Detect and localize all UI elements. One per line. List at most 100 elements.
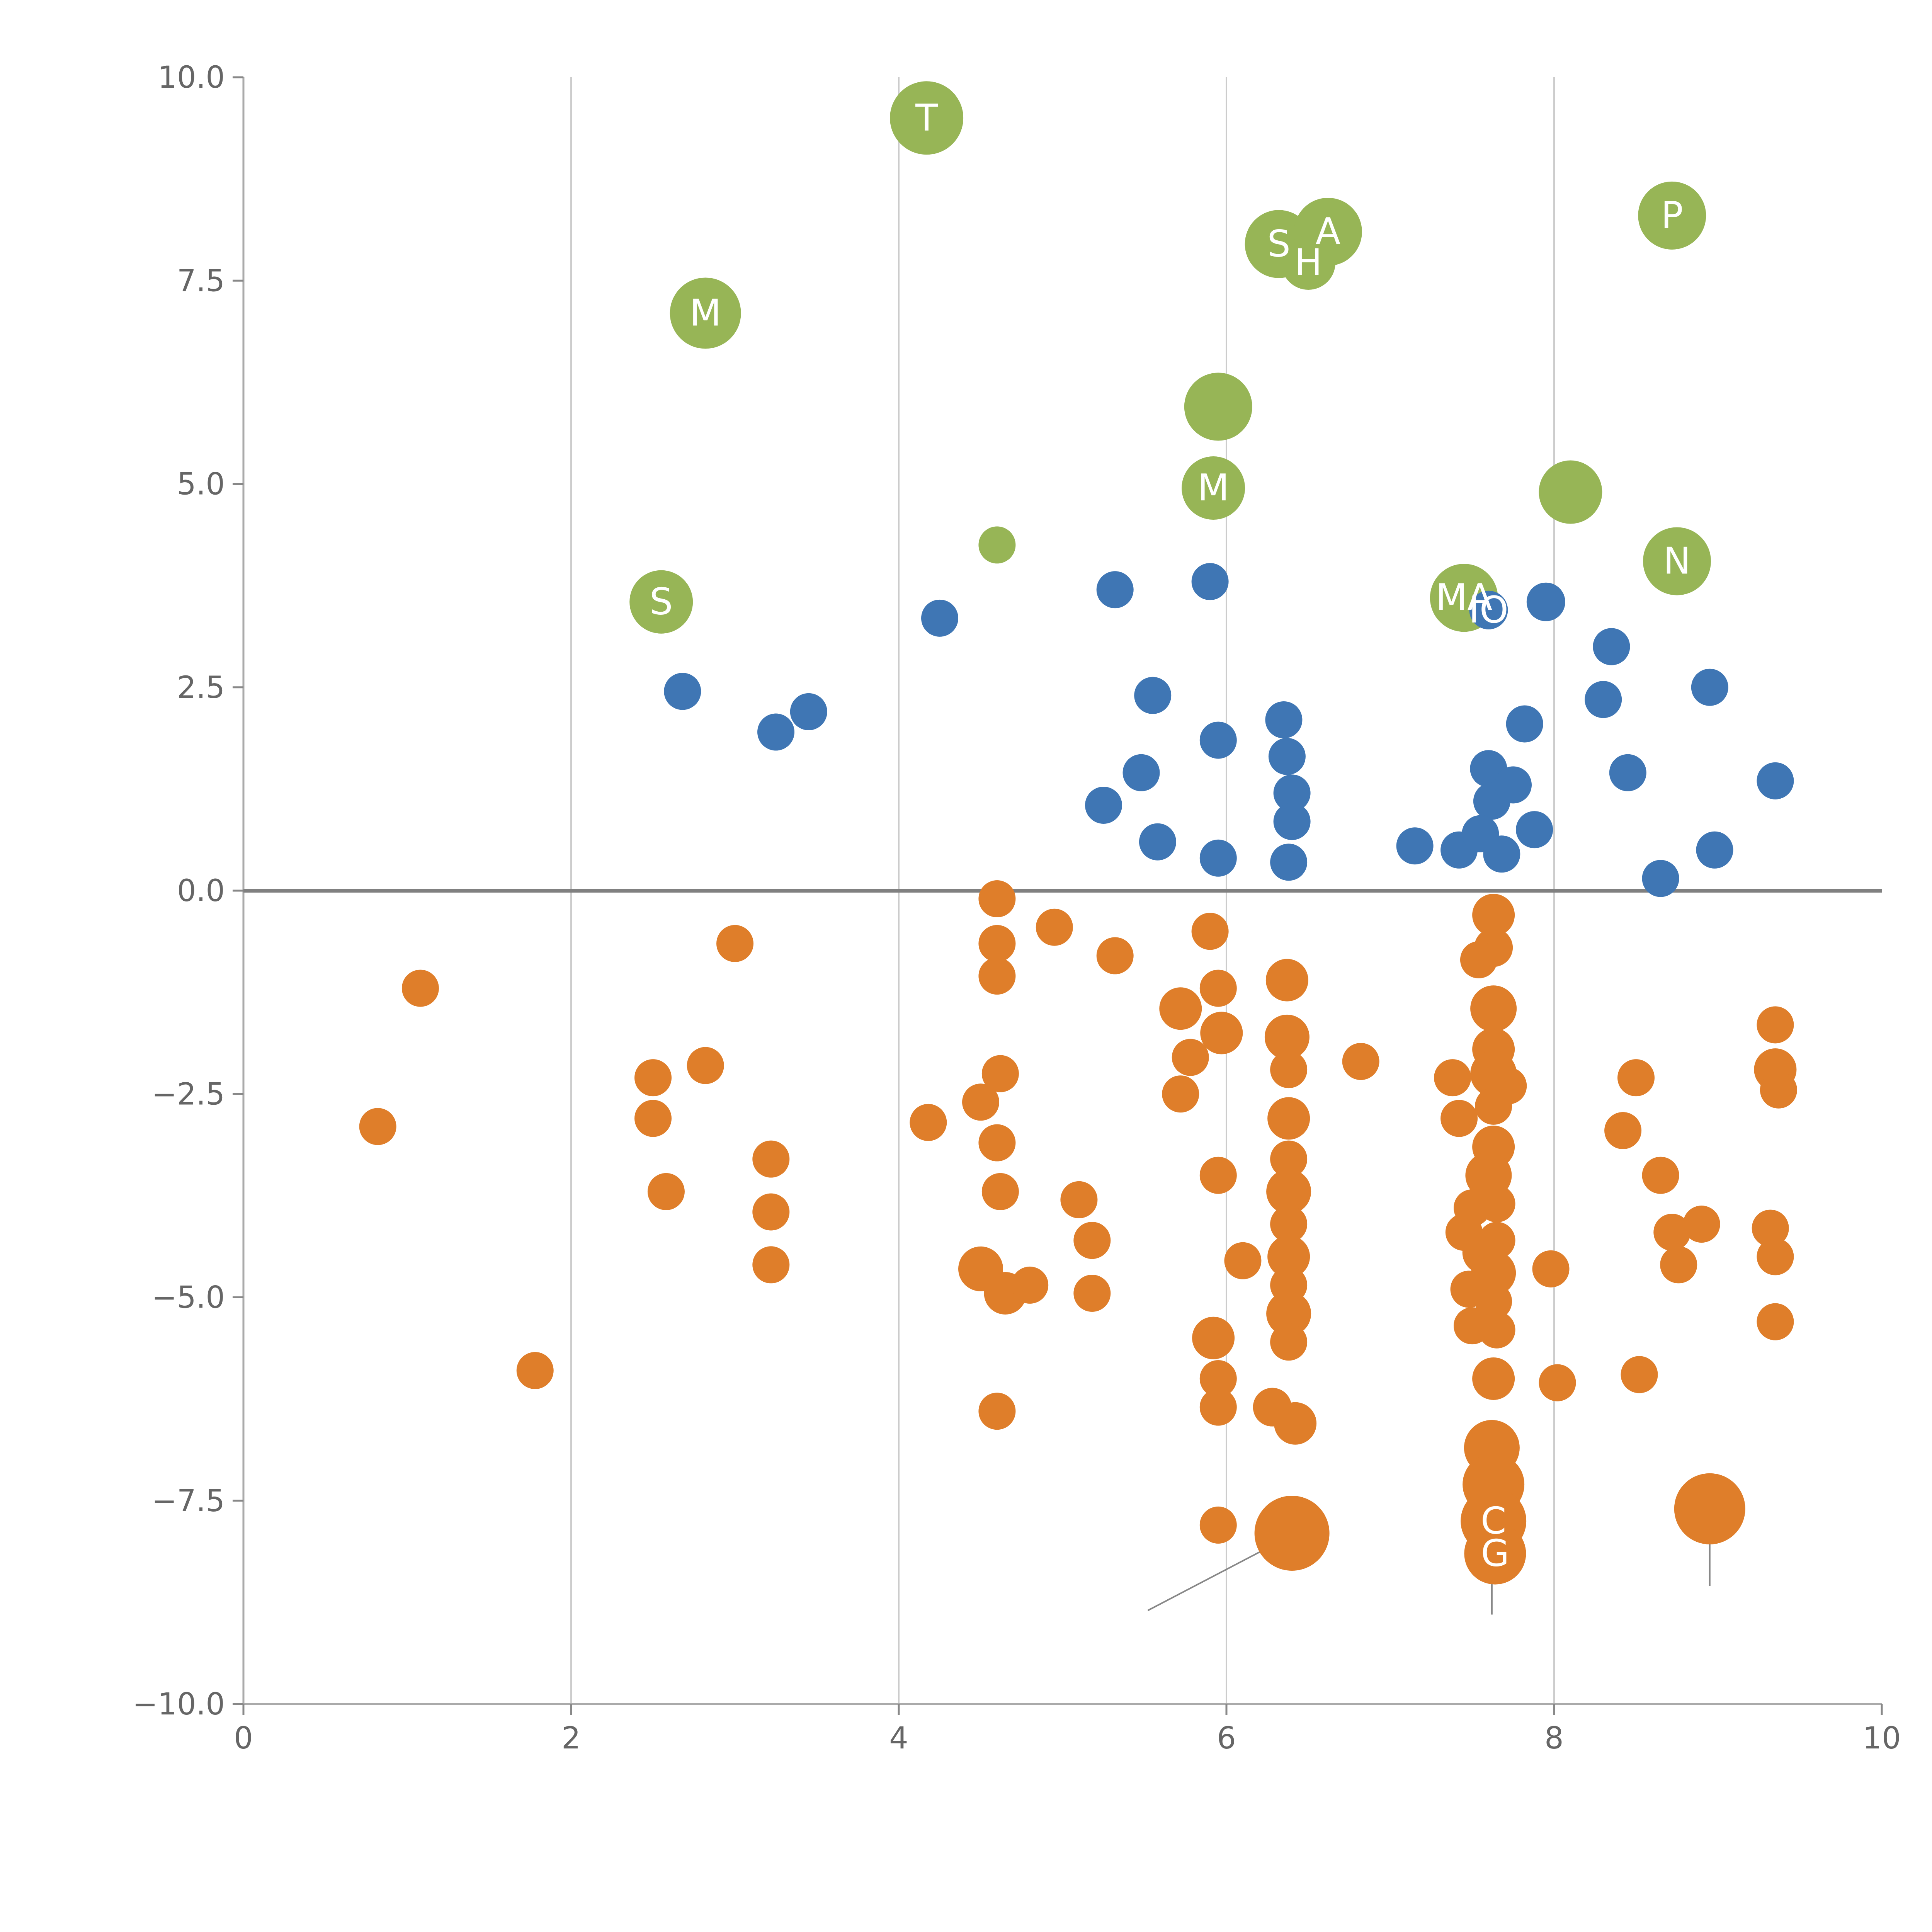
data-point-blue [664,673,701,710]
data-point-orange [1683,1206,1720,1243]
data-point-orange [1011,1266,1049,1304]
data-point-blue [1265,701,1303,738]
data-point-blue [1696,831,1733,869]
data-point-orange [687,1047,724,1084]
data-point-blue [1757,762,1794,799]
data-point-blue [1273,774,1311,812]
data-point-orange [1264,1014,1310,1060]
data-point-orange [1266,1169,1311,1214]
data-point-orange [1274,1402,1317,1445]
data-point-orange [1660,1246,1697,1284]
data-point-orange [1752,1209,1789,1247]
data-point-green [1638,181,1706,250]
data-point-orange [516,1352,554,1389]
data-point-orange [1073,1222,1111,1259]
data-point-label: N [1663,540,1690,582]
data-point-orange [1270,1323,1308,1361]
data-point-label: P [1661,194,1683,237]
data-point-label: T [915,97,938,139]
x-tick-label: 8 [1544,1721,1564,1756]
x-tick-label: 10 [1862,1721,1901,1756]
data-point-orange [1073,1274,1111,1312]
data-point-orange [716,925,753,962]
data-point-orange [647,1173,685,1210]
data-point-orange [1478,1185,1515,1223]
data-point-blue [1585,681,1622,718]
data-point-orange [1267,1235,1310,1278]
data-point-blue [1085,786,1122,824]
data-point-blue [1199,839,1237,877]
data-point-orange [1464,1522,1526,1585]
data-point-blue [1593,628,1630,665]
data-point-blue [1495,766,1532,804]
data-point-orange [752,1140,790,1178]
data-point-orange [1760,1071,1797,1109]
data-point-blue [1691,668,1728,706]
data-point-green [1643,527,1711,595]
data-point-orange [1621,1356,1658,1393]
data-point-orange [1460,941,1497,978]
data-point-orange [1757,1238,1794,1276]
data-point-blue [1096,571,1134,609]
data-point-label: MA [1435,577,1492,619]
data-point-blue [1273,803,1311,840]
data-point-orange [1036,908,1073,946]
data-point-orange [752,1193,790,1231]
data-point-orange [752,1246,790,1284]
data-point-orange [1470,985,1517,1032]
data-point-orange [1653,1214,1691,1251]
data-point-orange [1475,1087,1512,1125]
data-point-blue [1268,738,1306,775]
data-point-blue [1270,844,1308,881]
data-point-orange [359,1108,396,1145]
data-point-blue [1134,677,1172,714]
data-point-orange [1199,1156,1237,1194]
data-point-green [890,81,964,155]
data-point-orange [910,1104,947,1141]
data-point-green [1184,372,1252,441]
data-point-blue [921,599,958,637]
data-point-orange [1617,1059,1655,1097]
data-point-blue [1506,705,1543,743]
data-point-orange [1532,1250,1570,1287]
data-point-orange [1472,1357,1515,1400]
data-point-label: A [1315,211,1340,253]
data-point-blue [790,693,827,730]
y-tick-label: 0.0 [177,874,225,908]
data-point-green [670,277,741,349]
x-tick-label: 4 [889,1721,908,1756]
data-point-orange [1642,1156,1679,1194]
data-point-label: G [1481,1532,1510,1575]
y-tick-label: 2.5 [177,670,225,705]
data-point-green [978,526,1016,564]
data-point-orange [1172,1039,1209,1076]
data-point-orange [1199,1360,1237,1397]
data-point-orange [1162,1075,1199,1113]
data-point-blue [1122,754,1160,791]
data-point-orange [1539,1364,1576,1401]
y-tick-label: 10.0 [158,60,225,95]
data-point-orange [978,957,1016,995]
data-point-orange [1266,1291,1311,1336]
data-point-orange [1199,1506,1237,1544]
data-point-green [629,570,693,634]
data-point-blue [1469,590,1508,629]
x-tick-label: 0 [234,1721,253,1756]
data-point-orange [634,1100,672,1137]
data-point-orange [1270,1206,1308,1243]
data-point-orange [981,1173,1019,1210]
data-point-orange [1159,987,1202,1030]
data-point-blue [1526,582,1565,621]
data-point-blue [1483,835,1520,873]
data-point-blue [1396,827,1434,865]
data-point-orange [1200,1012,1243,1054]
data-point-orange [1440,1100,1478,1137]
data-point-blue [1516,811,1553,849]
data-point-orange [981,1055,1019,1092]
y-tick-label: 7.5 [177,264,225,298]
data-point-orange [1224,1242,1262,1279]
data-point-orange [634,1059,672,1097]
y-tick-label: −2.5 [152,1077,225,1112]
data-point-orange [1434,1059,1471,1097]
